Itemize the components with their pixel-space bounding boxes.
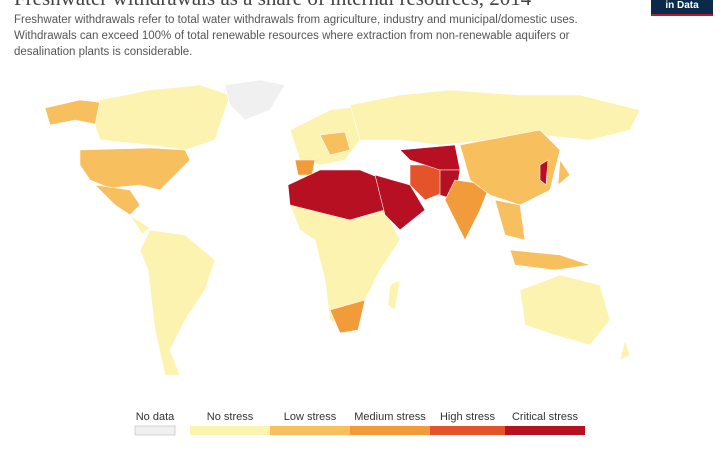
legend-label: Low stress: [284, 411, 337, 423]
japan: [557, 159, 571, 186]
legend-label: No stress: [207, 411, 254, 423]
canada: [94, 84, 231, 151]
legend-label: Medium stress: [354, 411, 426, 423]
south-america: [139, 229, 216, 376]
legend-swatch: [270, 426, 350, 435]
legend-swatch: [134, 425, 176, 436]
southeast-asia: [494, 199, 526, 241]
central-america: [129, 214, 151, 235]
subtitle: Freshwater withdrawals refer to total wa…: [14, 14, 578, 58]
legend: No data No stress Low stress Medium stress H…: [134, 411, 585, 436]
south-africa: [329, 299, 366, 334]
madagascar: [387, 279, 401, 311]
central-europe: [319, 131, 351, 156]
legend-label: High stress: [440, 411, 496, 423]
legend-label: No data: [136, 411, 175, 423]
greenland: [224, 79, 286, 121]
legend-swatch: [350, 426, 430, 435]
legend-label: Critical stress: [512, 411, 579, 423]
indonesia: [509, 249, 591, 271]
spain: [294, 159, 316, 176]
legend-swatch: [430, 426, 505, 435]
korea: [539, 159, 549, 186]
legend-swatch: [190, 426, 270, 435]
legend-swatch: [505, 426, 585, 435]
china: [459, 129, 561, 206]
new-zealand: [619, 338, 631, 361]
logo[interactable]: in Data: [651, 0, 713, 16]
usa: [79, 147, 191, 191]
countries: [44, 79, 641, 376]
title: Freshwater withdrawals as a share of int…: [14, 0, 531, 11]
central-asia: [399, 144, 461, 171]
arabia: [374, 174, 426, 231]
mexico: [94, 184, 141, 216]
australia: [519, 274, 611, 346]
russia: [349, 89, 641, 146]
